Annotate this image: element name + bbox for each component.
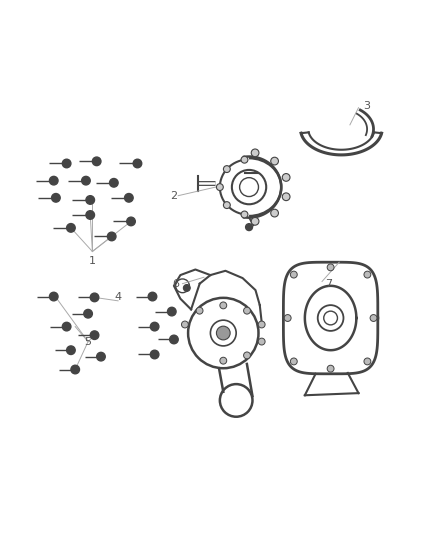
Text: 3: 3 bbox=[364, 101, 371, 110]
Circle shape bbox=[62, 159, 71, 168]
Circle shape bbox=[258, 338, 265, 345]
Circle shape bbox=[150, 322, 159, 331]
Circle shape bbox=[90, 293, 99, 302]
Circle shape bbox=[67, 346, 75, 354]
Circle shape bbox=[84, 310, 92, 318]
Circle shape bbox=[148, 292, 157, 301]
Circle shape bbox=[62, 322, 71, 331]
Circle shape bbox=[244, 307, 251, 314]
Circle shape bbox=[150, 350, 159, 359]
Circle shape bbox=[181, 321, 188, 328]
Circle shape bbox=[241, 156, 248, 163]
Circle shape bbox=[327, 264, 334, 271]
Circle shape bbox=[196, 307, 203, 314]
Circle shape bbox=[223, 201, 230, 208]
Circle shape bbox=[107, 232, 116, 241]
Text: 1: 1 bbox=[89, 256, 96, 266]
Circle shape bbox=[216, 184, 223, 190]
Circle shape bbox=[282, 174, 290, 181]
Circle shape bbox=[271, 209, 279, 217]
Circle shape bbox=[246, 224, 252, 231]
Circle shape bbox=[81, 176, 90, 185]
Circle shape bbox=[216, 326, 230, 340]
Circle shape bbox=[124, 193, 133, 202]
Circle shape bbox=[110, 179, 118, 187]
Circle shape bbox=[133, 159, 142, 168]
Circle shape bbox=[220, 357, 227, 364]
Circle shape bbox=[241, 211, 248, 218]
Circle shape bbox=[170, 335, 178, 344]
Circle shape bbox=[49, 176, 58, 185]
Circle shape bbox=[167, 308, 176, 316]
Text: 2: 2 bbox=[170, 191, 177, 201]
Text: 4: 4 bbox=[115, 292, 122, 302]
Circle shape bbox=[86, 196, 95, 204]
Circle shape bbox=[290, 271, 297, 278]
Circle shape bbox=[90, 331, 99, 340]
Circle shape bbox=[251, 217, 259, 225]
Circle shape bbox=[364, 358, 371, 365]
Circle shape bbox=[251, 149, 259, 157]
Circle shape bbox=[184, 285, 190, 292]
Circle shape bbox=[271, 157, 279, 165]
Text: 7: 7 bbox=[325, 279, 332, 289]
Text: 5: 5 bbox=[85, 337, 92, 346]
Circle shape bbox=[282, 193, 290, 200]
Circle shape bbox=[258, 321, 265, 328]
Circle shape bbox=[327, 365, 334, 372]
Circle shape bbox=[127, 217, 135, 225]
Circle shape bbox=[223, 166, 230, 173]
Circle shape bbox=[52, 193, 60, 202]
Circle shape bbox=[97, 352, 105, 361]
Circle shape bbox=[49, 292, 58, 301]
Circle shape bbox=[290, 358, 297, 365]
Text: 6: 6 bbox=[173, 279, 180, 289]
Circle shape bbox=[364, 271, 371, 278]
Circle shape bbox=[244, 352, 251, 359]
Circle shape bbox=[370, 314, 377, 321]
Circle shape bbox=[71, 365, 80, 374]
Circle shape bbox=[92, 157, 101, 166]
Circle shape bbox=[86, 211, 95, 219]
Circle shape bbox=[284, 314, 291, 321]
Circle shape bbox=[220, 302, 227, 309]
Circle shape bbox=[67, 223, 75, 232]
